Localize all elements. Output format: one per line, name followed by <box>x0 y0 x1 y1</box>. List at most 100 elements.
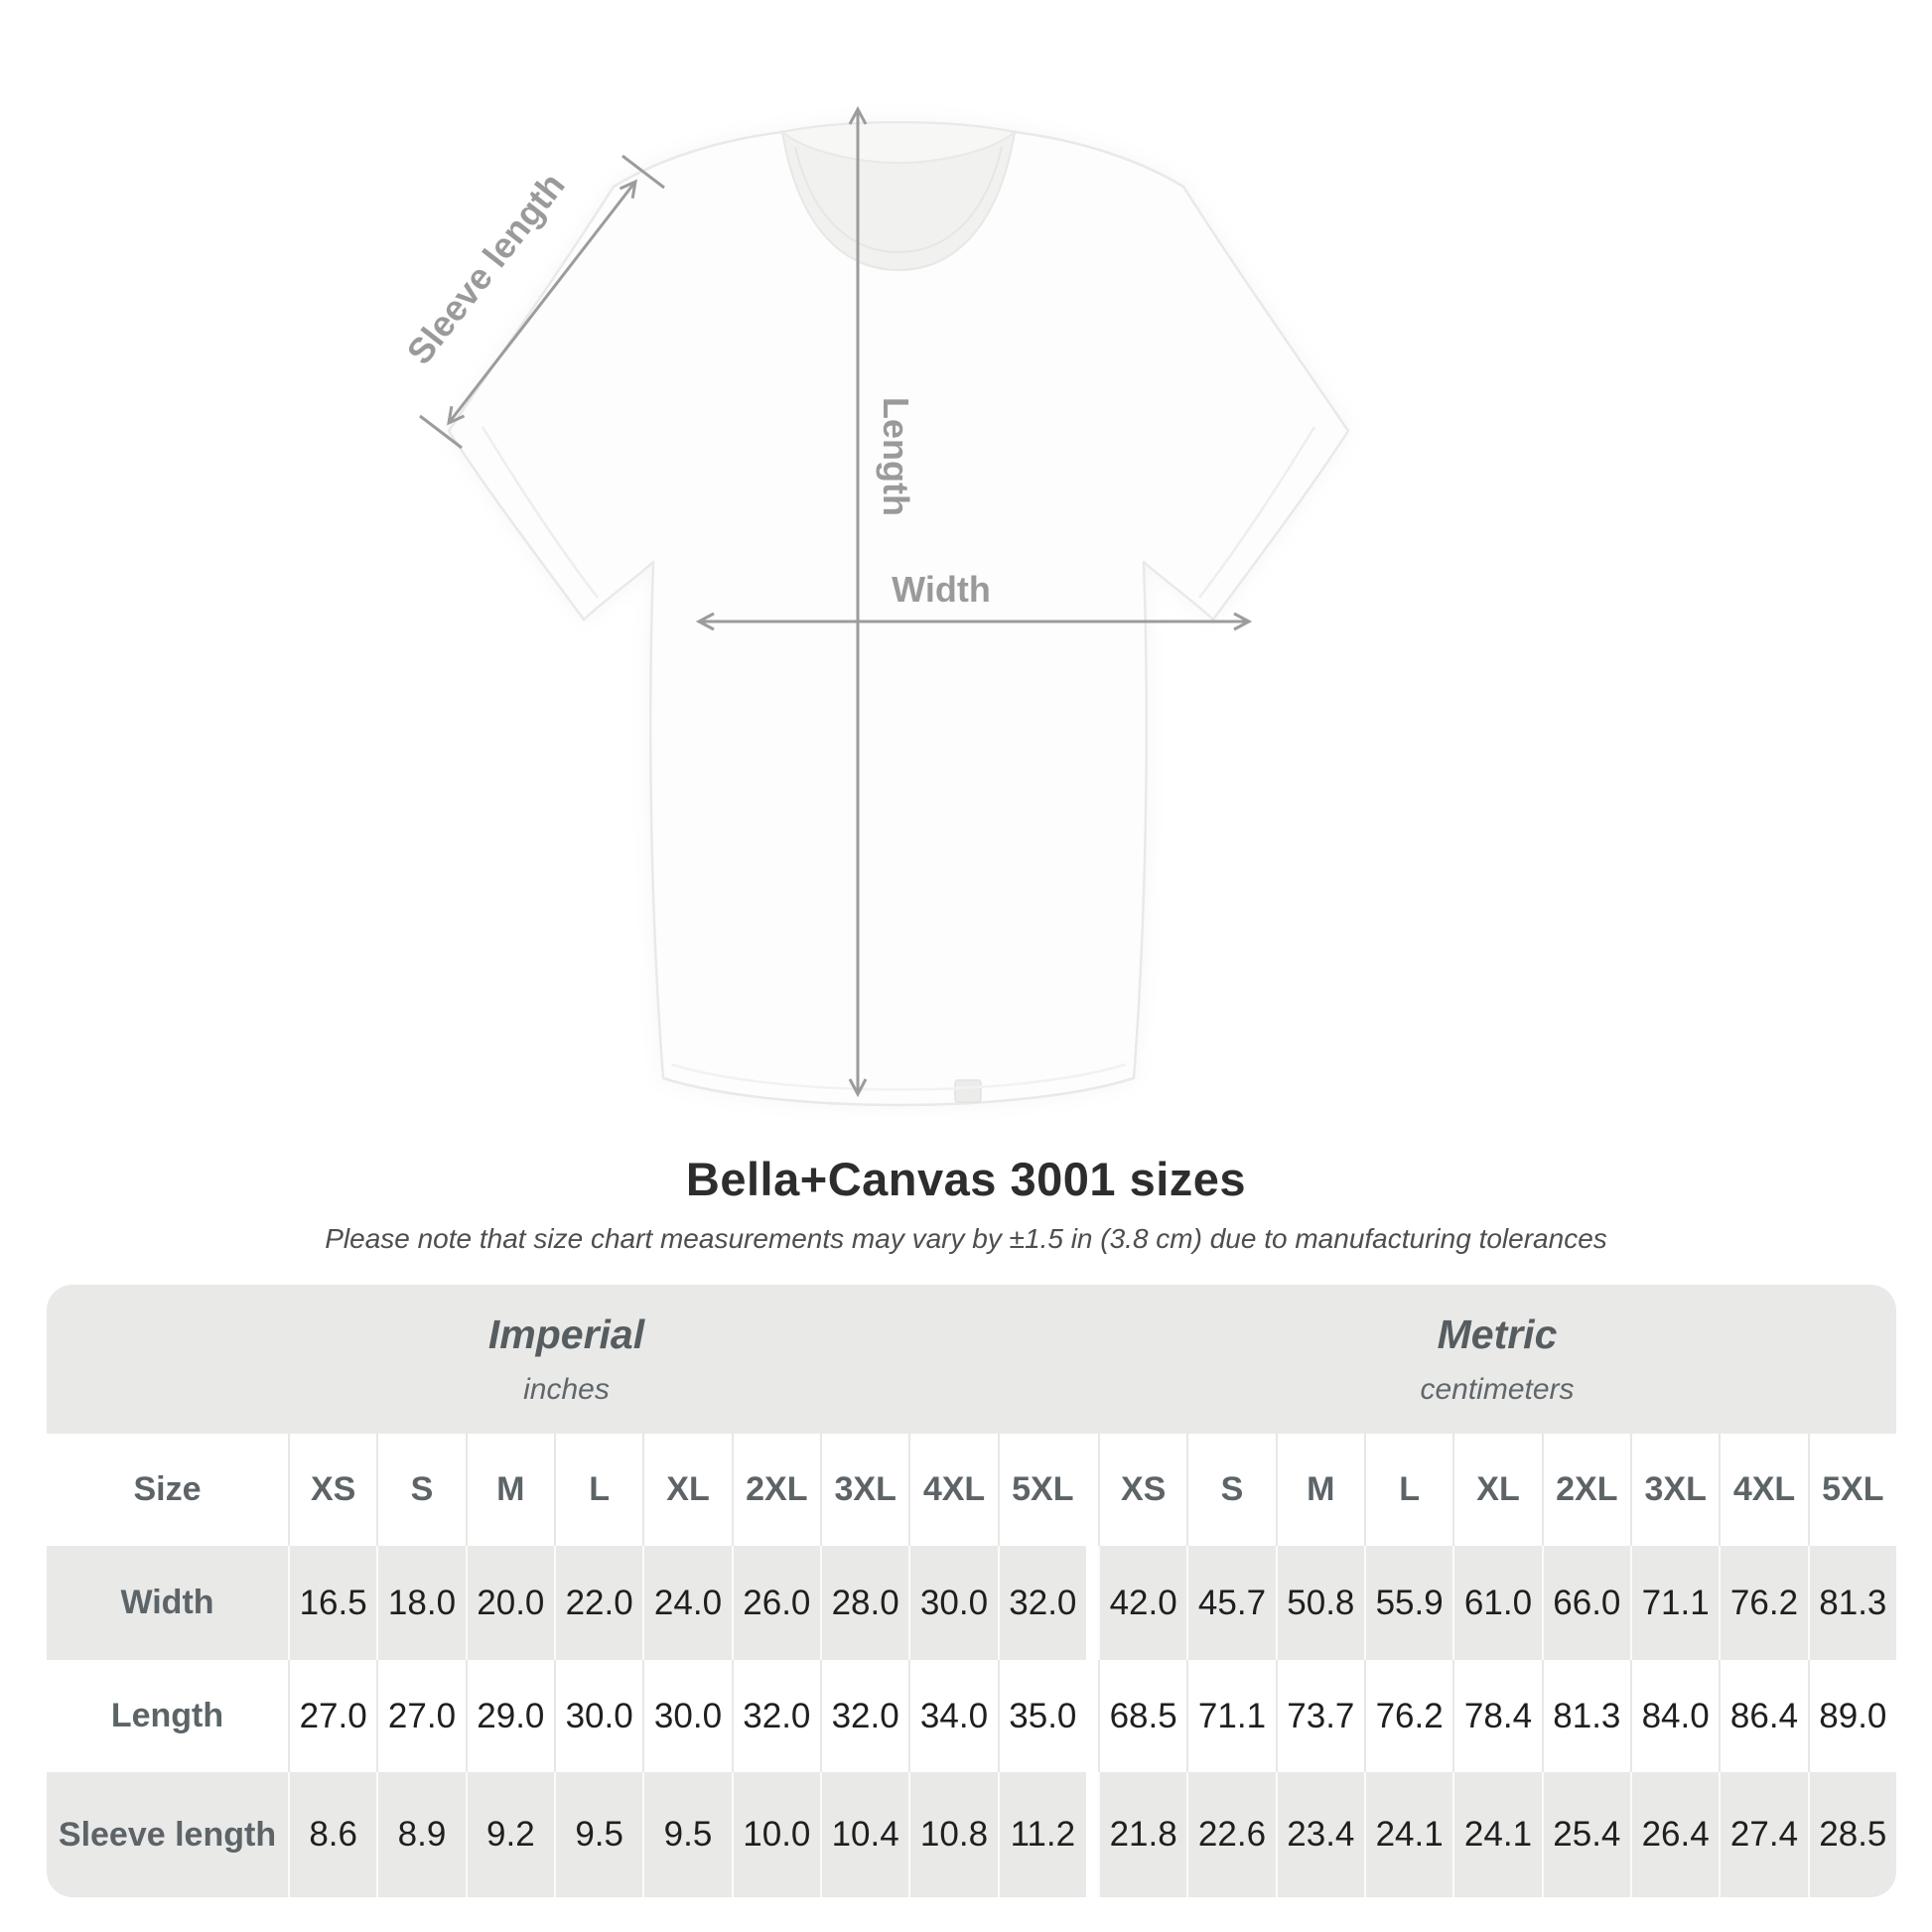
value-cell-metric-L: 24.1 <box>1364 1772 1452 1897</box>
size-header-cell-metric-M: M <box>1275 1434 1364 1546</box>
width-arrow-label: Width <box>892 569 991 610</box>
value-cell-imperial-XL: 9.5 <box>642 1772 731 1897</box>
size-header-cell-imperial-2XL: 2XL <box>731 1434 820 1546</box>
table-row-sleeve-length: Sleeve length 8.6 8.9 9.2 9.5 9.5 10.0 10.4 10.8… <box>47 1772 1896 1897</box>
value-cell-metric-XS: 21.8 <box>1098 1772 1186 1897</box>
value-cell-metric-L: 76.2 <box>1364 1660 1452 1772</box>
measurement-arrows <box>419 105 1253 1098</box>
table-group-header-row: Imperial inches Metric centimeters <box>47 1285 1896 1434</box>
size-column-label: Size <box>133 1470 202 1508</box>
size-header-row: Size XS S M L XL 2XL 3XL 4XL 5XL XS S M L XL 2XL 3XL 4XL… <box>47 1434 1896 1546</box>
sleeve-tick-top <box>621 154 665 190</box>
right-cuff-seam <box>1198 426 1316 599</box>
value-cell-imperial-5XL: 32.0 <box>997 1546 1086 1660</box>
size-header-cell-imperial-L: L <box>554 1434 642 1546</box>
value-cell-metric-M: 50.8 <box>1275 1546 1364 1660</box>
value-cell-metric-3XL: 84.0 <box>1630 1660 1719 1772</box>
value-cell-imperial-XS: 8.6 <box>288 1772 376 1897</box>
value-cell-imperial-S: 8.9 <box>376 1772 465 1897</box>
value-cell-metric-5XL: 89.0 <box>1807 1660 1896 1772</box>
value-cell-metric-5XL: 28.5 <box>1807 1772 1896 1897</box>
hem-seam <box>670 1062 1127 1091</box>
value-cell-imperial-M: 20.0 <box>465 1546 554 1660</box>
sleeve-tick-bottom <box>419 414 463 450</box>
title-block: Bella+Canvas 3001 sizes Please note that… <box>0 1152 1932 1255</box>
sleeve-arrow <box>447 179 637 426</box>
tshirt-illustration <box>447 121 1350 1107</box>
value-cell-metric-S: 45.7 <box>1186 1546 1275 1660</box>
size-header-cell-metric-XS: XS <box>1098 1434 1186 1546</box>
value-cell-metric-S: 22.6 <box>1186 1772 1275 1897</box>
tshirt-measurement-diagram: Length Width Sleeve length <box>399 105 1350 1107</box>
value-cell-imperial-M: 29.0 <box>465 1660 554 1772</box>
value-cell-imperial-XS: 27.0 <box>288 1660 376 1772</box>
value-cell-metric-L: 55.9 <box>1364 1546 1452 1660</box>
size-header-cell-metric-4XL: 4XL <box>1719 1434 1807 1546</box>
value-cell-imperial-S: 18.0 <box>376 1546 465 1660</box>
value-cell-metric-S: 71.1 <box>1186 1660 1275 1772</box>
value-cell-imperial-XS: 16.5 <box>288 1546 376 1660</box>
value-cell-metric-5XL: 81.3 <box>1807 1546 1896 1660</box>
tshirt-diagram-svg: Length Width Sleeve length <box>399 105 1350 1107</box>
value-cell-imperial-2XL: 26.0 <box>731 1546 820 1660</box>
unit-divider <box>1086 1772 1098 1897</box>
value-cell-metric-M: 23.4 <box>1275 1772 1364 1897</box>
size-header-cell-metric-2XL: 2XL <box>1541 1434 1630 1546</box>
value-cell-imperial-5XL: 35.0 <box>997 1660 1086 1772</box>
value-cell-metric-M: 73.7 <box>1275 1660 1364 1772</box>
size-header-cell-imperial-5XL: 5XL <box>997 1434 1086 1546</box>
value-cell-metric-4XL: 86.4 <box>1719 1660 1807 1772</box>
value-cell-metric-XS: 68.5 <box>1098 1660 1186 1772</box>
value-cell-metric-2XL: 81.3 <box>1541 1660 1630 1772</box>
unit-divider <box>1086 1434 1098 1546</box>
value-cell-imperial-4XL: 10.8 <box>908 1772 997 1897</box>
size-header-cell-imperial-XS: XS <box>288 1434 376 1546</box>
row-label: Width <box>120 1584 214 1621</box>
value-cell-metric-XL: 78.4 <box>1452 1660 1541 1772</box>
size-header-cell-metric-L: L <box>1364 1434 1452 1546</box>
table-row-length: Length 27.0 27.0 29.0 30.0 30.0 32.0 32.0 34.0 35… <box>47 1660 1896 1772</box>
length-arrow-label: Length <box>876 397 916 516</box>
size-header-cell-imperial-XL: XL <box>642 1434 731 1546</box>
unit-divider <box>1086 1660 1098 1772</box>
table-row-width: Width 16.5 18.0 20.0 22.0 24.0 26.0 28.0 30.0 32.… <box>47 1546 1896 1660</box>
value-cell-metric-2XL: 66.0 <box>1541 1546 1630 1660</box>
group-header-divider <box>1086 1285 1098 1434</box>
value-cell-metric-XL: 61.0 <box>1452 1546 1541 1660</box>
collar-band <box>779 121 1018 165</box>
row-label: Length <box>110 1697 224 1734</box>
size-header-cell-imperial-M: M <box>465 1434 554 1546</box>
row-label: Sleeve length <box>58 1815 277 1854</box>
size-header-cell-imperial-S: S <box>376 1434 465 1546</box>
value-cell-imperial-L: 30.0 <box>554 1660 642 1772</box>
value-cell-imperial-4XL: 34.0 <box>908 1660 997 1772</box>
value-cell-imperial-3XL: 28.0 <box>820 1546 908 1660</box>
page-subtitle: Please note that size chart measurements… <box>325 1223 1607 1254</box>
value-cell-metric-3XL: 71.1 <box>1630 1546 1719 1660</box>
collar-rib-seam <box>794 146 1003 254</box>
value-cell-imperial-XL: 30.0 <box>642 1660 731 1772</box>
value-cell-imperial-3XL: 10.4 <box>820 1772 908 1897</box>
size-header-cell-metric-3XL: 3XL <box>1630 1434 1719 1546</box>
value-cell-imperial-5XL: 11.2 <box>997 1772 1086 1897</box>
value-cell-metric-3XL: 26.4 <box>1630 1772 1719 1897</box>
value-cell-imperial-3XL: 32.0 <box>820 1660 908 1772</box>
metric-group-header: Metric centimeters <box>1098 1285 1896 1434</box>
value-cell-metric-XS: 42.0 <box>1098 1546 1186 1660</box>
left-cuff-seam <box>481 426 599 599</box>
size-header-cell-imperial-3XL: 3XL <box>820 1434 908 1546</box>
imperial-group-unit: inches <box>523 1373 610 1406</box>
value-cell-imperial-2XL: 10.0 <box>731 1772 820 1897</box>
size-header-cell-imperial-4XL: 4XL <box>908 1434 997 1546</box>
value-cell-imperial-4XL: 30.0 <box>908 1546 997 1660</box>
metric-group-unit: centimeters <box>1420 1373 1575 1406</box>
value-cell-metric-4XL: 76.2 <box>1719 1546 1807 1660</box>
imperial-group-header: Imperial inches <box>47 1285 1086 1434</box>
value-cell-metric-4XL: 27.4 <box>1719 1772 1807 1897</box>
imperial-group-title: Imperial <box>487 1311 645 1357</box>
size-table: Imperial inches Metric centimeters Size … <box>47 1285 1896 1897</box>
value-cell-metric-2XL: 25.4 <box>1541 1772 1630 1897</box>
value-cell-imperial-L: 9.5 <box>554 1772 642 1897</box>
value-cell-imperial-S: 27.0 <box>376 1660 465 1772</box>
care-tag <box>954 1079 982 1103</box>
